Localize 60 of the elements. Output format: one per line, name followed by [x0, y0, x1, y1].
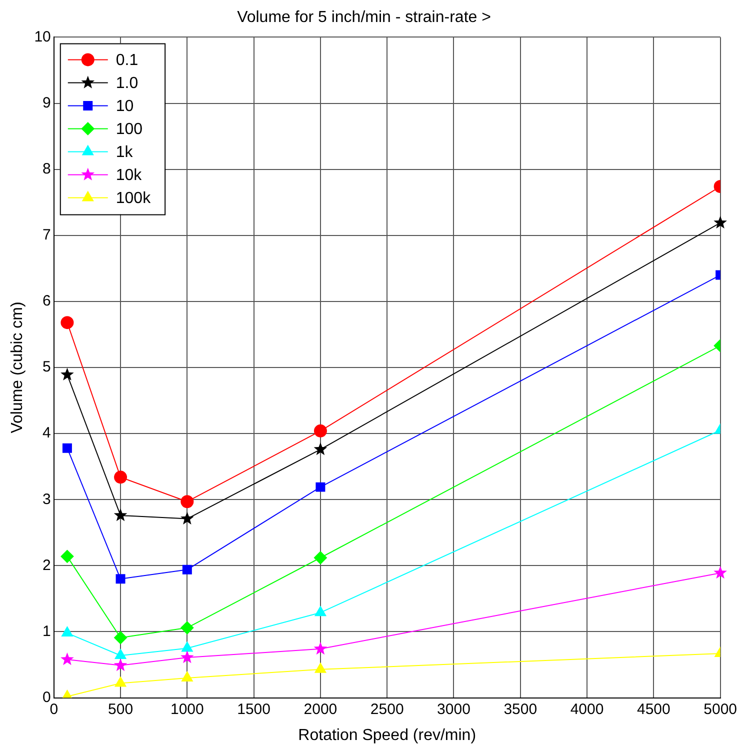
y-tick-label: 1 — [42, 622, 51, 640]
point — [180, 621, 194, 634]
y-tick-label: 9 — [42, 94, 51, 112]
point — [114, 676, 126, 687]
x-tick-label: 1000 — [170, 700, 204, 718]
legend-label: 100 — [116, 121, 143, 138]
y-tick-label: 3 — [42, 490, 51, 508]
y-tick-label: 5 — [42, 358, 51, 376]
point — [314, 662, 326, 673]
x-tick-label: 3000 — [437, 700, 470, 718]
point — [314, 424, 327, 438]
y-tick-label: 2 — [42, 556, 51, 574]
legend-label: 10 — [116, 98, 134, 116]
chart-title: Volume for 5 inch/min - strain-rate > — [237, 9, 491, 26]
point — [114, 470, 128, 484]
x-tick-label: 2500 — [370, 700, 404, 718]
y-tick-label: 10 — [34, 28, 51, 46]
point — [314, 442, 328, 456]
y-tick-label: 0 — [42, 688, 51, 706]
point — [116, 574, 126, 584]
point — [114, 649, 126, 660]
point — [180, 650, 194, 664]
x-tick-label: 4000 — [570, 700, 604, 718]
x-tick-label: 500 — [108, 700, 134, 718]
point — [181, 642, 193, 652]
point — [62, 443, 72, 453]
x-axis-title: Rotation Speed (rev/min) — [298, 726, 476, 744]
point — [60, 652, 74, 666]
point — [114, 658, 128, 672]
x-tick-label: 1500 — [237, 700, 270, 718]
legend-label: 1.0 — [116, 75, 138, 92]
x-tick-label: 4500 — [636, 700, 670, 718]
point — [181, 671, 193, 682]
legend-label: 10k — [116, 167, 143, 184]
y-axis-title: Volume (cubic cm) — [9, 302, 26, 434]
point — [114, 508, 128, 522]
legend-label: 1k — [116, 144, 134, 162]
x-tick-label: 2000 — [304, 700, 338, 718]
x-tick-label: 3500 — [504, 700, 538, 718]
point — [60, 550, 74, 563]
point — [180, 512, 194, 524]
point — [314, 551, 327, 564]
x-tick-label: 5000 — [704, 700, 738, 718]
y-tick-label: 4 — [42, 424, 51, 442]
point — [62, 626, 73, 637]
y-tick-label: 6 — [42, 292, 51, 310]
point — [714, 216, 727, 228]
point — [314, 606, 326, 616]
legend-label: 100k — [116, 190, 152, 208]
point — [316, 482, 326, 492]
point — [60, 316, 74, 330]
y-tick-label: 8 — [42, 160, 51, 178]
point — [114, 631, 128, 644]
point — [182, 564, 192, 574]
legend-label: 0.1 — [116, 52, 138, 70]
point — [314, 642, 328, 655]
y-tick-label: 7 — [42, 226, 51, 244]
point — [714, 566, 727, 579]
point — [180, 495, 194, 508]
point — [60, 368, 74, 380]
